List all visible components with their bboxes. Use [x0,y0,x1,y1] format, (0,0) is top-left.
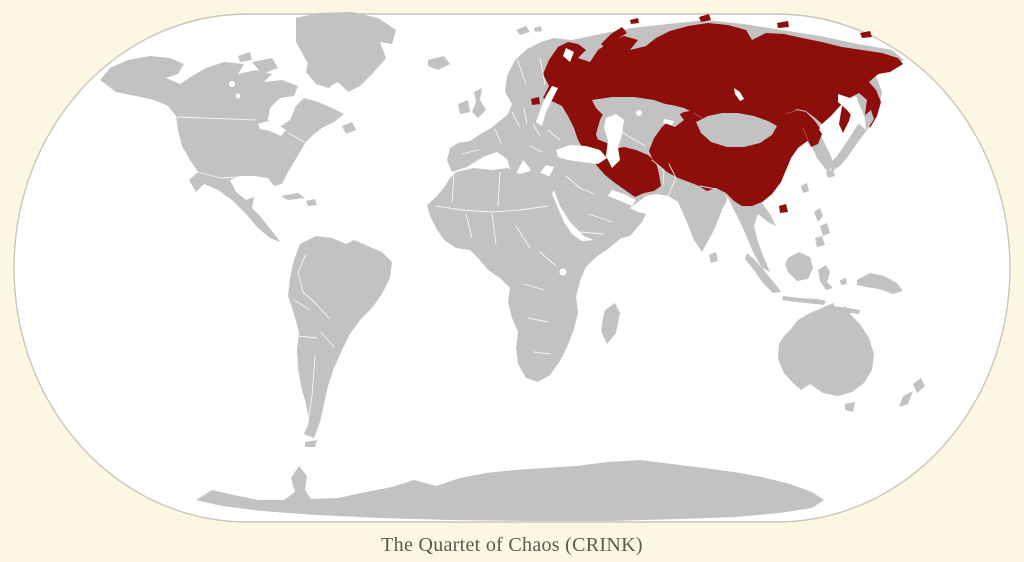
baltic-sea [536,86,558,126]
islands-new-zealand [899,378,925,407]
country-mongolia [696,113,777,147]
country-north-korea [803,121,822,147]
country-china [649,110,820,206]
borders-red-internal [693,109,812,148]
continent-antarctica [196,460,824,521]
great-bear-lake [229,81,235,87]
continent-south-america [288,236,392,447]
country-russia-kaliningrad [531,97,540,105]
great-lakes [258,121,286,136]
country-south-korea [814,145,829,163]
islands-canadian-arctic [238,30,338,96]
continent-africa [427,168,620,382]
islands-philippines [814,208,830,247]
borders-africa [435,171,557,355]
island-newfoundland [342,122,356,134]
country-iran [588,139,661,197]
caspian-sea [604,114,624,168]
islands-indonesia [745,252,860,314]
islands-japan [826,110,874,178]
island-new-guinea [857,273,903,294]
sea-of-okhotsk [838,94,866,130]
islands-british [458,88,486,118]
islands-caribbean [281,193,317,206]
black-sea [556,145,607,164]
country-china-hainan [779,204,788,213]
island-iceland [428,56,450,70]
white-sea [563,48,574,62]
island-sri-lanka [709,252,718,263]
lake-baikal [734,88,744,101]
islands-svalbard [516,26,542,35]
country-kazakhstan [592,97,684,141]
country-borders [176,55,812,429]
gray-overlay-countries [592,97,874,178]
continent-north-america [100,56,344,242]
borders-asia [565,125,734,235]
borders-north-america [176,116,307,179]
continent-australia [778,303,874,412]
persian-gulf [608,190,636,206]
aral-sea [636,110,642,116]
lake-balkhash [663,119,674,125]
borders-europe [461,55,561,155]
island-taiwan [801,183,809,193]
great-slave-lake [235,93,241,99]
island-madagascar [601,303,620,344]
country-russia [543,23,903,156]
seas-and-lakes [229,48,866,276]
borders-south-america [293,253,335,429]
map-caption: The Quartet of Chaos (CRINK) [381,534,643,556]
lake-victoria [559,268,567,276]
